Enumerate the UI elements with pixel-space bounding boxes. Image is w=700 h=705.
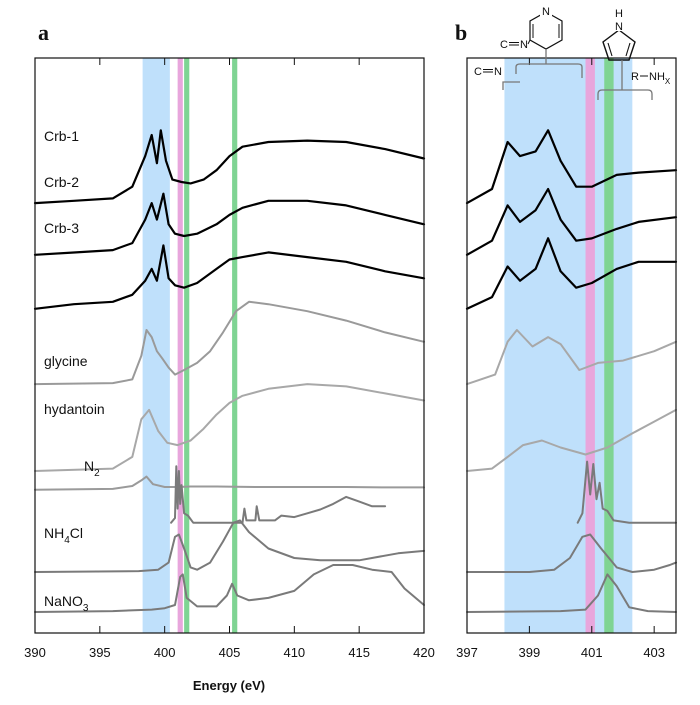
amine-r-label: R [631, 71, 639, 83]
panel-a-highlight-bands [142, 58, 238, 633]
x-tick-label-b-401: 401 [581, 645, 603, 660]
x-tick-label-a-405: 405 [219, 645, 241, 660]
cn-label-inside: C N [474, 66, 520, 90]
panel-a: 390 395 400 405 410 415 420 a Crb-1 Crb-2 Crb-… [24, 20, 435, 693]
pyridine-n-label: N [542, 6, 550, 18]
pyrrole-h-label: H [615, 8, 623, 20]
series-label-nh4cl: NH4Cl [44, 525, 83, 546]
x-tick-label-a-415: 415 [348, 645, 370, 660]
series-line-a-crb-2 [33, 192, 426, 256]
highlight-band-b-3 [604, 58, 614, 633]
series-label-n2: N2 [84, 458, 100, 479]
series-label-crb-2: Crb-2 [44, 174, 79, 190]
panel-b-series [465, 129, 678, 613]
panel-a-x-ticks: 390 395 400 405 410 415 420 [24, 58, 435, 660]
cn-label-top: C [500, 39, 508, 51]
amine-structure: R NHX [597, 60, 671, 100]
x-tick-label-a-410: 410 [283, 645, 305, 660]
series-line-a-nh4cl [34, 519, 425, 573]
highlight-band-b-2 [585, 58, 595, 633]
x-axis-title: Energy (eV) [193, 678, 265, 693]
cn-label-left: C [474, 66, 482, 78]
cyanopyridine-structure: N C N [500, 4, 583, 78]
series-line-a-crb-3 [33, 244, 426, 310]
series-label-crb-1: Crb-1 [44, 128, 79, 144]
highlight-band-a-1 [142, 58, 170, 633]
pyrrole-double-bond [607, 42, 613, 57]
series-line-b-trace-6 [576, 460, 677, 524]
panel-a-frame [34, 57, 425, 634]
pyrrole-amine-bracket [597, 89, 653, 100]
x-tick-label-a-395: 395 [89, 645, 111, 660]
panel-b-x-ticks: 397 399 401 403 [456, 58, 665, 660]
pyrrole-n-label: N [615, 21, 623, 33]
series-label-nano3: NaNO3 [44, 593, 89, 614]
pyrrole-nh-mask [613, 6, 626, 31]
series-line-a-glycine [34, 383, 425, 472]
series-line-b-trace-8 [466, 573, 677, 613]
amine-nhx-label: NHX [649, 71, 671, 86]
series-line-b-trace-4 [466, 329, 677, 386]
x-tick-label-b-397: 397 [456, 645, 478, 660]
cn-n-label-top: N [520, 39, 528, 51]
pyrrole-ring [602, 29, 636, 61]
series-line-a-n2 [170, 465, 387, 524]
pyrrole-double-bond [625, 42, 631, 57]
pyridine-n-mask [540, 4, 552, 17]
panel-b-highlight-bands [504, 58, 633, 633]
cn-bracket [502, 81, 520, 90]
series-line-b-trace-5 [466, 408, 677, 472]
panel-b-frame [466, 57, 677, 634]
highlight-band-a-4 [232, 58, 238, 633]
panel-a-letter: a [38, 20, 49, 45]
cn-n-label-left: N [494, 66, 502, 78]
series-label-hydantoin: hydantoin [44, 401, 105, 417]
cyanopyridine-bracket [515, 49, 583, 78]
series-line-a-crb-1 [33, 129, 426, 205]
series-line-a-nano3 [34, 564, 425, 613]
panel-b: 397 399 401 403 b N C N H N R [455, 4, 678, 660]
series-label-crb-3: Crb-3 [44, 220, 79, 236]
panel-a-series [33, 129, 426, 613]
pyrrole-structure: H N [602, 6, 636, 61]
series-line-b-trace-1 [465, 129, 678, 205]
series-label-glycine: glycine [44, 353, 88, 369]
x-tick-label-a-420: 420 [413, 645, 435, 660]
x-tick-label-b-399: 399 [519, 645, 541, 660]
x-tick-label-a-400: 400 [154, 645, 176, 660]
cn-bond [527, 39, 531, 45]
highlight-band-a-3 [184, 58, 190, 633]
series-line-b-trace-7 [466, 533, 677, 573]
panel-b-letter: b [455, 20, 467, 45]
x-tick-label-b-403: 403 [643, 645, 665, 660]
x-tick-label-a-390: 390 [24, 645, 46, 660]
highlight-band-a-2 [177, 58, 183, 633]
series-line-b-trace-2 [465, 187, 678, 256]
series-line-b-trace-3 [465, 237, 678, 310]
series-line-a-trace-4 [34, 300, 425, 386]
